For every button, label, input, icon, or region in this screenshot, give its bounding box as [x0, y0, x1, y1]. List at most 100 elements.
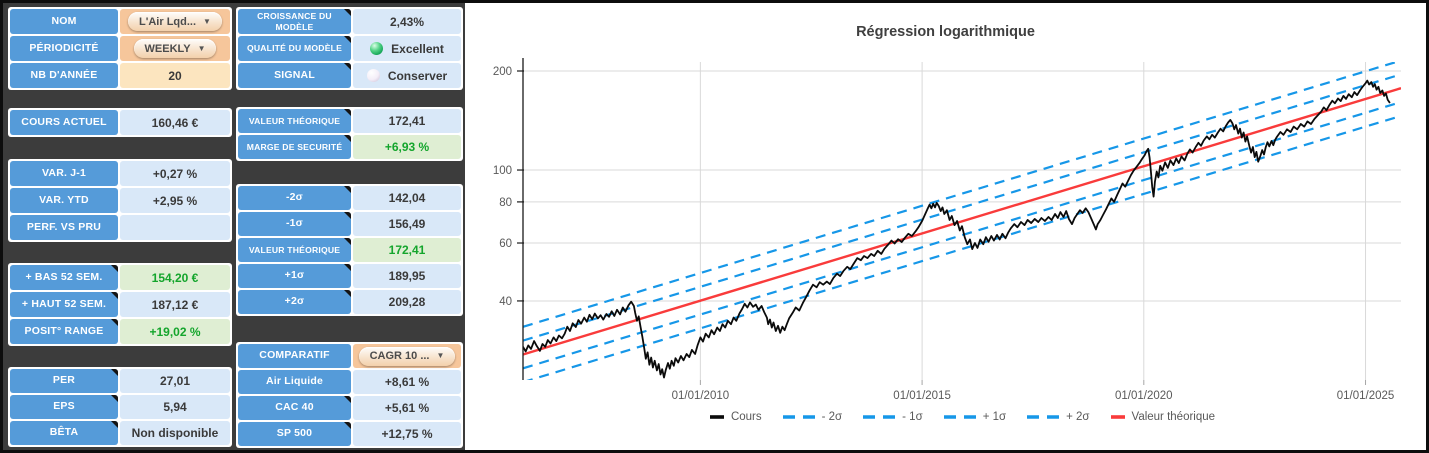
- label-text: VAR. J-1: [42, 166, 86, 179]
- row-comparatif: COMPARATIF CAGR 10 ... ▼: [238, 344, 461, 368]
- panel-col2: CROISSANCE DU MODÈLE 2,43% QUALITÉ DU MODÈ…: [236, 0, 463, 453]
- var-ytd-label: VAR. YTD: [10, 188, 118, 213]
- label-text: SP 500: [276, 427, 313, 440]
- value-text: +0,27 %: [152, 166, 198, 181]
- nom-value-cell: L'Air Lqd... ▼: [120, 9, 230, 34]
- valeur-theorique-value: 172,41: [353, 109, 461, 133]
- comparatif-dropdown[interactable]: CAGR 10 ... ▼: [358, 346, 456, 366]
- legend-marker-line: [943, 415, 976, 419]
- legend-item: - 2σ: [782, 411, 842, 423]
- label-text: + BAS 52 SEM.: [25, 270, 103, 283]
- note-corner-marker: [111, 395, 118, 402]
- nom-label: NOM: [10, 9, 118, 34]
- value-text: Conserver: [387, 68, 448, 83]
- value-text: Excellent: [391, 41, 444, 56]
- value-text: 187,12 €: [151, 297, 199, 312]
- label-text: MARGE DE SECURITÉ: [246, 141, 343, 152]
- comparatif-value-cell: CAGR 10 ... ▼: [353, 344, 461, 368]
- plus-2-sigma-label: +2σ: [238, 290, 351, 314]
- value-text: 154,20 €: [151, 270, 199, 285]
- var-ytd-value: +2,95 %: [120, 188, 230, 213]
- note-corner-marker: [344, 9, 351, 16]
- eps-value: 5,94: [120, 395, 230, 419]
- valeur-theorique-2-label: VALEUR THÉORIQUE: [238, 238, 351, 262]
- row-moins-2-sigma: -2σ 142,04: [238, 186, 461, 210]
- posit-range-value: +19,02 %: [120, 319, 230, 344]
- legend-label: + 2σ: [1066, 411, 1090, 423]
- sp-500-value: +12,75 %: [353, 422, 461, 446]
- valeur-theorique-2-value: 172,41: [353, 238, 461, 262]
- note-corner-marker: [111, 319, 118, 326]
- y-tick-label: 100: [493, 165, 512, 177]
- chevron-down-icon: ▼: [436, 351, 445, 360]
- row-croissance-modele: CROISSANCE DU MODÈLE 2,43%: [238, 9, 461, 34]
- moins-1-sigma-value: 156,49: [353, 212, 461, 236]
- row-signal: SIGNAL Conserver: [238, 63, 461, 88]
- value-text: +5,61 %: [384, 401, 430, 415]
- valeur-theorique-label: VALEUR THÉORIQUE: [238, 109, 351, 133]
- row-nom: NOM L'Air Lqd... ▼: [10, 9, 230, 34]
- nb-annee-value[interactable]: 20: [120, 63, 230, 88]
- label-text: +1σ: [284, 269, 305, 282]
- label-text: + HAUT 52 SEM.: [21, 297, 107, 310]
- comparatif-selected-value: CAGR 10 ...: [369, 350, 430, 362]
- nb-annee-label: NB D'ANNÉE: [10, 63, 118, 88]
- per-value: 27,01: [120, 369, 230, 393]
- price-series-line: [523, 79, 1391, 379]
- per-label: PER: [10, 369, 118, 393]
- value-text: 156,49: [388, 217, 426, 231]
- label-text: COMPARATIF: [259, 349, 330, 362]
- nom-dropdown[interactable]: L'Air Lqd... ▼: [128, 12, 222, 31]
- periodicite-dropdown[interactable]: WEEKLY ▼: [133, 39, 217, 58]
- air-liquide-label: Air Liquide: [238, 370, 351, 394]
- label-text: VAR. YTD: [39, 193, 89, 206]
- value-text: 27,01: [159, 374, 191, 388]
- label-text: Air Liquide: [265, 375, 324, 388]
- note-corner-marker: [344, 186, 351, 193]
- sp-500-label: SP 500: [238, 422, 351, 446]
- note-corner-marker: [111, 421, 118, 428]
- value-text: 5,94: [163, 400, 187, 414]
- label-text: CAC 40: [275, 401, 314, 414]
- row-nb-annee: NB D'ANNÉE 20: [10, 63, 230, 88]
- chart-legend: Cours - 2σ - 1σ + 1σ + 2σ Valeur théorique: [523, 411, 1401, 423]
- legend-item: Valeur théorique: [1110, 411, 1215, 423]
- cell-group: VAR. J-1 +0,27 % VAR. YTD +2,95 % PERF. VS P…: [8, 159, 232, 242]
- note-corner-marker: [344, 238, 351, 245]
- cell-group: NOM L'Air Lqd... ▼ PÉRIODICITÉ WEEKLY ▼ NB D'A…: [8, 7, 232, 90]
- value-text: +19,02 %: [149, 324, 201, 339]
- note-corner-marker: [344, 63, 351, 70]
- legend-item: - 1σ: [862, 411, 923, 423]
- legend-item: + 1σ: [943, 411, 1006, 423]
- label-text: VALEUR THÉORIQUE: [248, 244, 341, 255]
- label-text: PÉRIODICITÉ: [29, 41, 99, 54]
- cours-actuel-value: 160,46 €: [120, 110, 230, 135]
- qualite-modele-label: QUALITÉ DU MODÈLE: [238, 36, 351, 61]
- cell-group: -2σ 142,04 -1σ 156,49 VALEUR THÉORIQUE 172,41…: [236, 184, 463, 316]
- value-text: +8,61 %: [384, 375, 430, 389]
- periodicite-value-cell: WEEKLY ▼: [120, 36, 230, 61]
- row-valeur-theorique: VALEUR THÉORIQUE 172,41: [238, 109, 461, 133]
- row-bas-52-sem: + BAS 52 SEM. 154,20 €: [10, 265, 230, 290]
- plus-1-sigma-label: +1σ: [238, 264, 351, 288]
- row-eps: EPS 5,94: [10, 395, 230, 419]
- cac-40-value: +5,61 %: [353, 396, 461, 420]
- periodicite-label: PÉRIODICITÉ: [10, 36, 118, 61]
- label-text: EPS: [53, 400, 75, 413]
- note-corner-marker: [111, 292, 118, 299]
- legend-marker-line: [709, 415, 724, 419]
- value-text: +12,75 %: [381, 427, 433, 441]
- trend-line: [523, 87, 1401, 356]
- note-corner-marker: [344, 212, 351, 219]
- label-text: PERF. VS PRU: [26, 220, 102, 233]
- legend-label: - 1σ: [902, 411, 923, 423]
- legend-marker-line: [863, 415, 896, 419]
- qualite-modele-value: Excellent: [353, 36, 461, 61]
- cell-group: COURS ACTUEL 160,46 €: [8, 108, 232, 137]
- legend-label: + 1σ: [982, 411, 1007, 423]
- cell-group: + BAS 52 SEM. 154,20 € + HAUT 52 SEM. 187,1…: [8, 263, 232, 346]
- bas-52-sem-value: 154,20 €: [120, 265, 230, 290]
- note-corner-marker: [344, 422, 351, 429]
- row-qualite-modele: QUALITÉ DU MODÈLE Excellent: [238, 36, 461, 61]
